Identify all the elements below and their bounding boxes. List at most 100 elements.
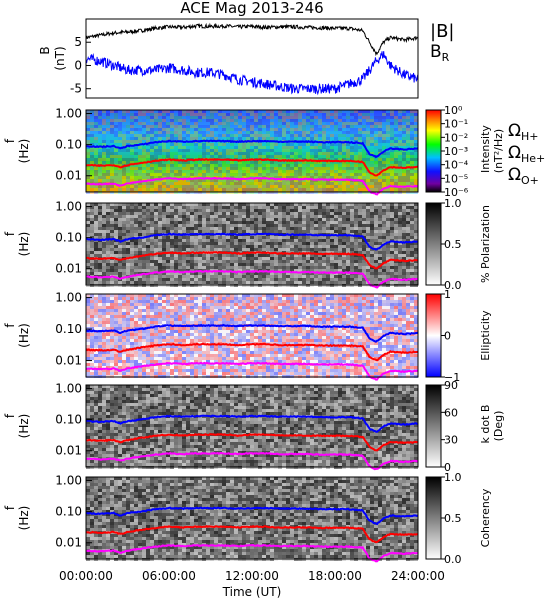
y-tick-label: 1.00 [55,291,82,305]
series-line-b-r [85,51,419,96]
colorbar-tick-label: 10⁻¹ [444,118,468,131]
x-tick-label: 24:00:00 [391,569,445,583]
colorbar [425,293,442,378]
y-tick-label: 1.00 [55,200,82,214]
colorbar-label: k dot B [479,405,492,444]
panel-frame [85,18,419,99]
gyrofrequency-line-He-plus [85,433,419,452]
colorbar-tick-label: 90 [444,379,458,392]
colorbar-label: Coherency [479,488,492,547]
colorbar-label: % Polarization [479,205,492,283]
gyro-legend-O-plus: ΩO+ [508,165,539,187]
y-tick-label: 0.01 [55,536,82,550]
colorbar-tick-label: 10⁻⁶ [444,186,469,199]
colorbar-tick-label: 10⁻⁵ [444,172,468,185]
x-tick-label: 00:00:00 [59,569,113,583]
colorbar-tick-label: 0 [444,330,451,343]
panel-frame [85,384,419,468]
panel-1: 5 0 -5 B (nT) |B|BR [38,18,454,99]
panel-3: 1.00 0.10 0.01 f (Hz) 1.0 0.5 0.0 % Polarization [3,197,492,292]
y-axis-label: f [3,323,17,328]
y-tick-label: -5 [70,82,82,96]
y-tick-label: 0.10 [55,322,82,336]
plot-area [86,19,418,98]
colorbar-tick-label: 1.0 [444,197,462,210]
colorbar [425,384,442,468]
y-axis-unit: (Hz) [17,506,31,531]
y-axis-unit: (Hz) [17,414,31,439]
gyrofrequency-line-He-plus [85,342,419,362]
y-axis-label: f [3,505,17,510]
colorbar-tick-label: 10⁰ [444,104,463,117]
colorbar-label: Intensity [479,125,492,173]
gyrofrequency-line-H-plus [85,139,419,159]
y-tick-label: 0.10 [55,413,82,427]
colorbar-tick-label: 1.0 [444,471,462,484]
y-axis-label: B [38,46,52,54]
gyrofrequency-line-H-plus [85,506,419,526]
colorbar-tick-label: 0.5 [444,238,462,251]
panel-6: 1.00 0.10 0.01 f (Hz) 1.0 0.5 0.0 Coherency [3,471,492,566]
colorbar-tick-label: 10⁻⁴ [444,159,469,172]
colorbar-tick-label: 0.0 [444,553,462,566]
legend-b-r: BR [430,42,450,64]
y-axis-label: f [3,413,17,418]
y-tick-label: 1.00 [55,107,82,121]
gyrofrequency-line-O-plus [86,543,419,563]
colorbar [425,476,442,560]
y-tick-label: 5 [74,35,82,49]
y-tick-label: 0.10 [55,231,82,245]
series-line-b-magnitude [85,22,419,57]
colorbar-tick-label: 1 [444,288,451,301]
gyrofrequency-line-H-plus [85,323,419,343]
chart-title: ACE Mag 2013-246 [180,0,323,17]
y-tick-label: 0.01 [55,444,82,458]
colorbar-tick-label: 30 [444,434,458,447]
colorbar-tick-label: 0.0 [444,279,462,292]
y-tick-label: 0.10 [55,138,82,152]
colorbar-unit: (nT²/Hz) [492,129,505,173]
colorbar [425,202,442,286]
gyrofrequency-line-H-plus [85,232,419,251]
y-tick-label: 0.01 [55,169,82,183]
y-axis-label: f [3,231,17,236]
y-axis-unit: (Hz) [17,323,31,348]
colorbar [425,109,442,193]
x-tick-label: 06:00:00 [142,569,196,583]
gyrofrequency-line-H-plus [85,414,419,433]
gyrofrequency-line-He-plus [85,158,419,177]
panel-frame [85,293,419,378]
colorbar-tick-label: 0.5 [444,512,462,525]
legend-b-magnitude: |B| [430,21,454,42]
colorbar-tick-label: 10⁻² [444,131,468,144]
y-axis-label: f [3,138,17,143]
y-tick-label: 0.01 [55,354,82,368]
spectrogram-texture [86,110,418,194]
colorbar-tick-label: −1 [444,371,460,384]
gyrofrequency-line-He-plus [85,524,419,544]
panel-4: 1.00 0.10 0.01 f (Hz) 1 0 −1 Ellipticity [3,288,492,384]
y-axis-unit: (Hz) [17,232,31,257]
y-tick-label: 0.01 [55,262,82,276]
y-axis-unit: (Hz) [17,139,31,164]
y-tick-label: 1.00 [55,474,82,488]
y-tick-label: 0 [74,58,82,72]
panel-5: 1.00 0.10 0.01 f (Hz) 90 60 30 0 k dot B (Deg) [3,379,505,474]
panel-frame [85,476,419,560]
colorbar-label: Ellipticity [479,310,492,361]
x-axis-label: Time (UT) [222,585,282,599]
gyrofrequency-line-O-plus [85,361,419,381]
panel-frame [85,202,419,286]
gyrofrequency-line-O-plus [85,451,419,471]
gyrofrequency-line-O-plus [85,269,419,289]
x-tick-label: 12:00:00 [225,569,279,583]
gyro-legend-He-plus: ΩHe+ [508,143,545,165]
y-axis-unit: (nT) [53,46,67,70]
y-tick-label: 0.10 [55,505,82,519]
x-tick-label: 18:00:00 [308,569,362,583]
colorbar-tick-label: 60 [444,406,458,419]
colorbar-tick-label: 10⁻³ [444,145,468,158]
panel-2: 1.00 0.10 0.01 f (Hz) 10⁰10⁻¹10⁻²10⁻³10⁻⁴10⁻⁵… [3,104,545,199]
colorbar-unit: (Deg) [492,411,505,442]
